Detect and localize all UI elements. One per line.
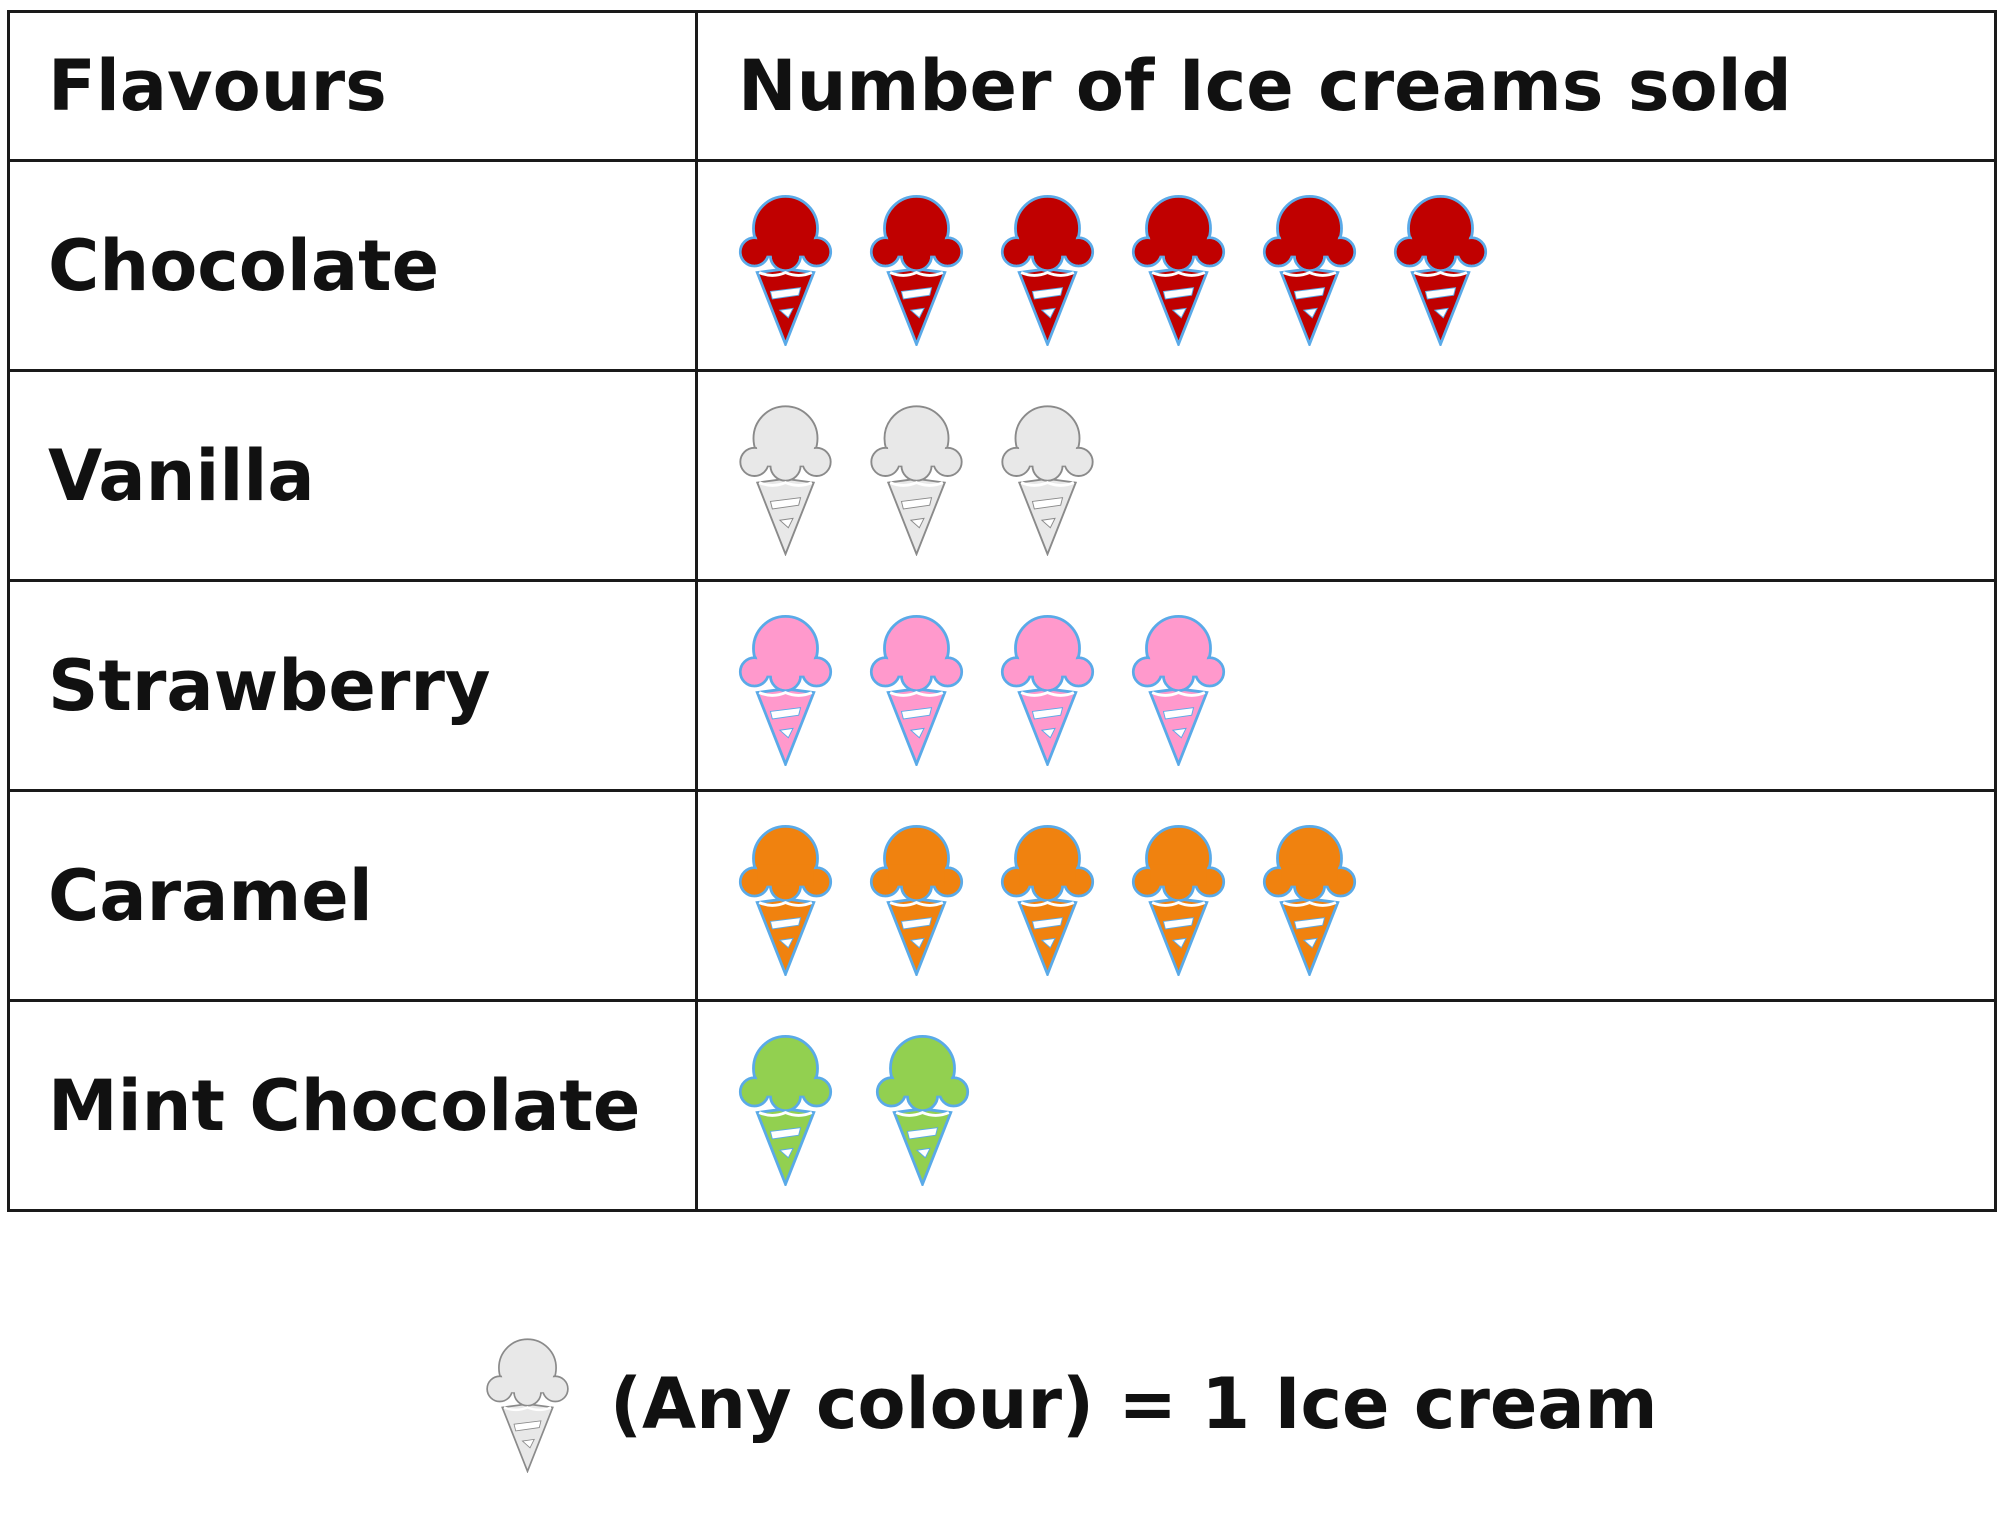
ice-cream-cone-icon — [738, 1026, 833, 1186]
ice-cream-cone-icon — [869, 396, 964, 556]
pictograph-table: Flavours Number of Ice creams sold Choco… — [7, 10, 1997, 1212]
ice-cream-cone-icon — [1131, 816, 1226, 976]
flavour-label: Caramel — [7, 789, 698, 1002]
ice-cream-cone-icon — [869, 816, 964, 976]
table-row: Caramel — [7, 789, 1997, 1002]
ice-cream-cone-icon — [1000, 186, 1095, 346]
ice-cream-cone-icon — [869, 186, 964, 346]
ice-cream-count-cell — [695, 369, 1997, 582]
icon-row — [738, 186, 1994, 346]
icon-row — [738, 396, 1994, 556]
flavour-label: Vanilla — [7, 369, 698, 582]
ice-cream-count-cell — [695, 579, 1997, 792]
table-row: Vanilla — [7, 369, 1997, 582]
icon-row — [738, 816, 1994, 976]
ice-cream-cone-icon — [1393, 186, 1488, 346]
ice-cream-cone-icon — [869, 606, 964, 766]
ice-cream-cone-icon — [1131, 606, 1226, 766]
ice-cream-count-cell — [695, 159, 1997, 372]
ice-cream-cone-icon — [1000, 816, 1095, 976]
icon-row — [738, 1026, 1994, 1186]
ice-cream-cone-icon — [1131, 186, 1226, 346]
icon-row — [738, 606, 1994, 766]
ice-cream-cone-icon — [1000, 606, 1095, 766]
table-row: Strawberry — [7, 579, 1997, 792]
flavour-label: Chocolate — [7, 159, 698, 372]
flavour-label: Strawberry — [7, 579, 698, 792]
ice-cream-cone-icon — [875, 1026, 970, 1186]
flavour-label: Mint Chocolate — [7, 999, 698, 1212]
ice-cream-cone-icon — [738, 186, 833, 346]
ice-cream-cone-icon — [738, 396, 833, 556]
ice-cream-cone-icon — [1000, 396, 1095, 556]
ice-cream-cone-icon — [1262, 816, 1357, 976]
header-count: Number of Ice creams sold — [695, 10, 1997, 162]
table-row: Mint Chocolate — [7, 999, 1997, 1212]
table-row: Chocolate — [7, 159, 1997, 372]
legend-text: (Any colour) = 1 Ice cream — [610, 1362, 1658, 1445]
header-row: Flavours Number of Ice creams sold — [7, 10, 1997, 162]
legend: (Any colour) = 1 Ice cream — [485, 1330, 1658, 1477]
ice-cream-count-cell — [695, 789, 1997, 1002]
ice-cream-cone-icon — [738, 816, 833, 976]
ice-cream-cone-icon — [738, 606, 833, 766]
ice-cream-count-cell — [695, 999, 1997, 1212]
legend-ice-cream-icon — [485, 1330, 570, 1477]
header-flavours: Flavours — [7, 10, 698, 162]
ice-cream-cone-icon — [1262, 186, 1357, 346]
